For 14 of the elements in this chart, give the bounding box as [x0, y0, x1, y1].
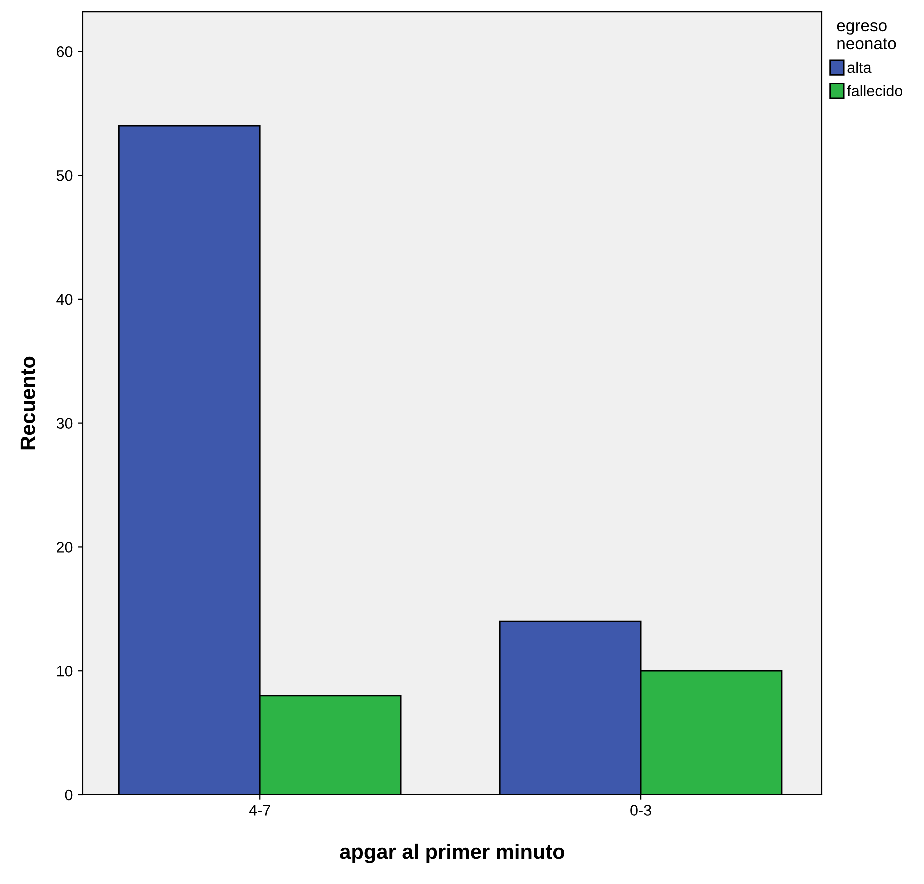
y-axis-title: Recuento [20, 356, 36, 450]
x-tick-label: 4-7 [249, 805, 270, 816]
y-tick-label: 20 [57, 542, 73, 553]
y-tick-label: 40 [56, 294, 73, 306]
legend-title: egreso neonato [837, 22, 896, 50]
y-tick-label: 30 [56, 418, 73, 430]
y-tick-label: 50 [56, 170, 73, 182]
x-tick-label: 0-3 [630, 805, 652, 816]
legend-label: alta [848, 62, 872, 74]
y-tick-label: 10 [57, 666, 73, 677]
y-tick-label: 60 [57, 46, 73, 58]
x-axis-title: apgar al primer minuto [340, 844, 565, 864]
legend-label: fallecido [847, 85, 903, 97]
y-tick-label: 0 [65, 790, 73, 801]
